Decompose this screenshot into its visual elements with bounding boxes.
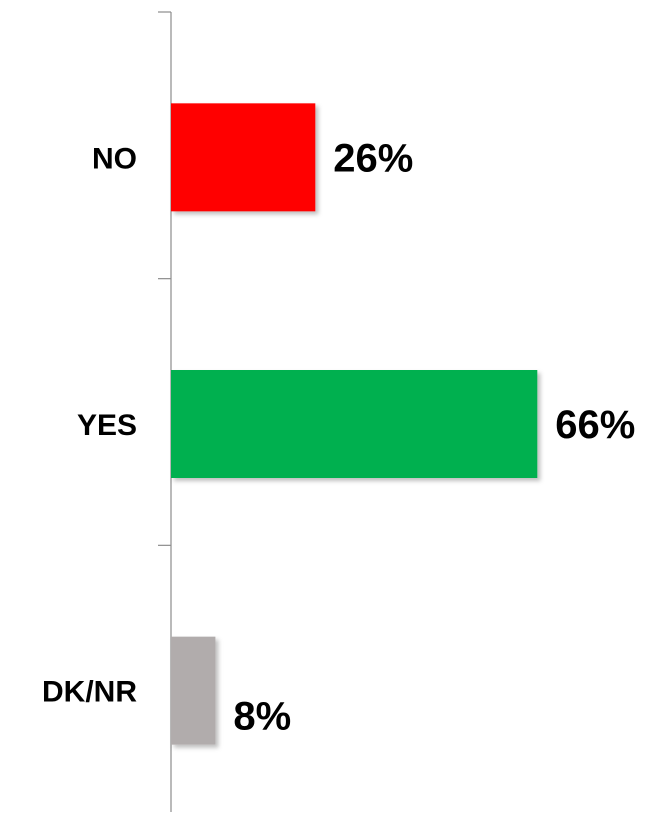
bar-dk-nr bbox=[171, 636, 216, 745]
bar-layer bbox=[171, 103, 538, 745]
bar-no bbox=[171, 103, 316, 212]
label-layer: NO 26% YES 66% DK/NR 8% bbox=[42, 136, 635, 738]
value-label: 8% bbox=[233, 695, 291, 739]
axis-layer bbox=[158, 11, 172, 812]
value-label: 26% bbox=[333, 136, 413, 180]
category-label: DK/NR bbox=[42, 676, 137, 709]
category-label: NO bbox=[92, 142, 137, 175]
category-label: YES bbox=[77, 409, 137, 442]
value-label: 66% bbox=[555, 403, 635, 447]
bar-yes bbox=[171, 370, 538, 478]
